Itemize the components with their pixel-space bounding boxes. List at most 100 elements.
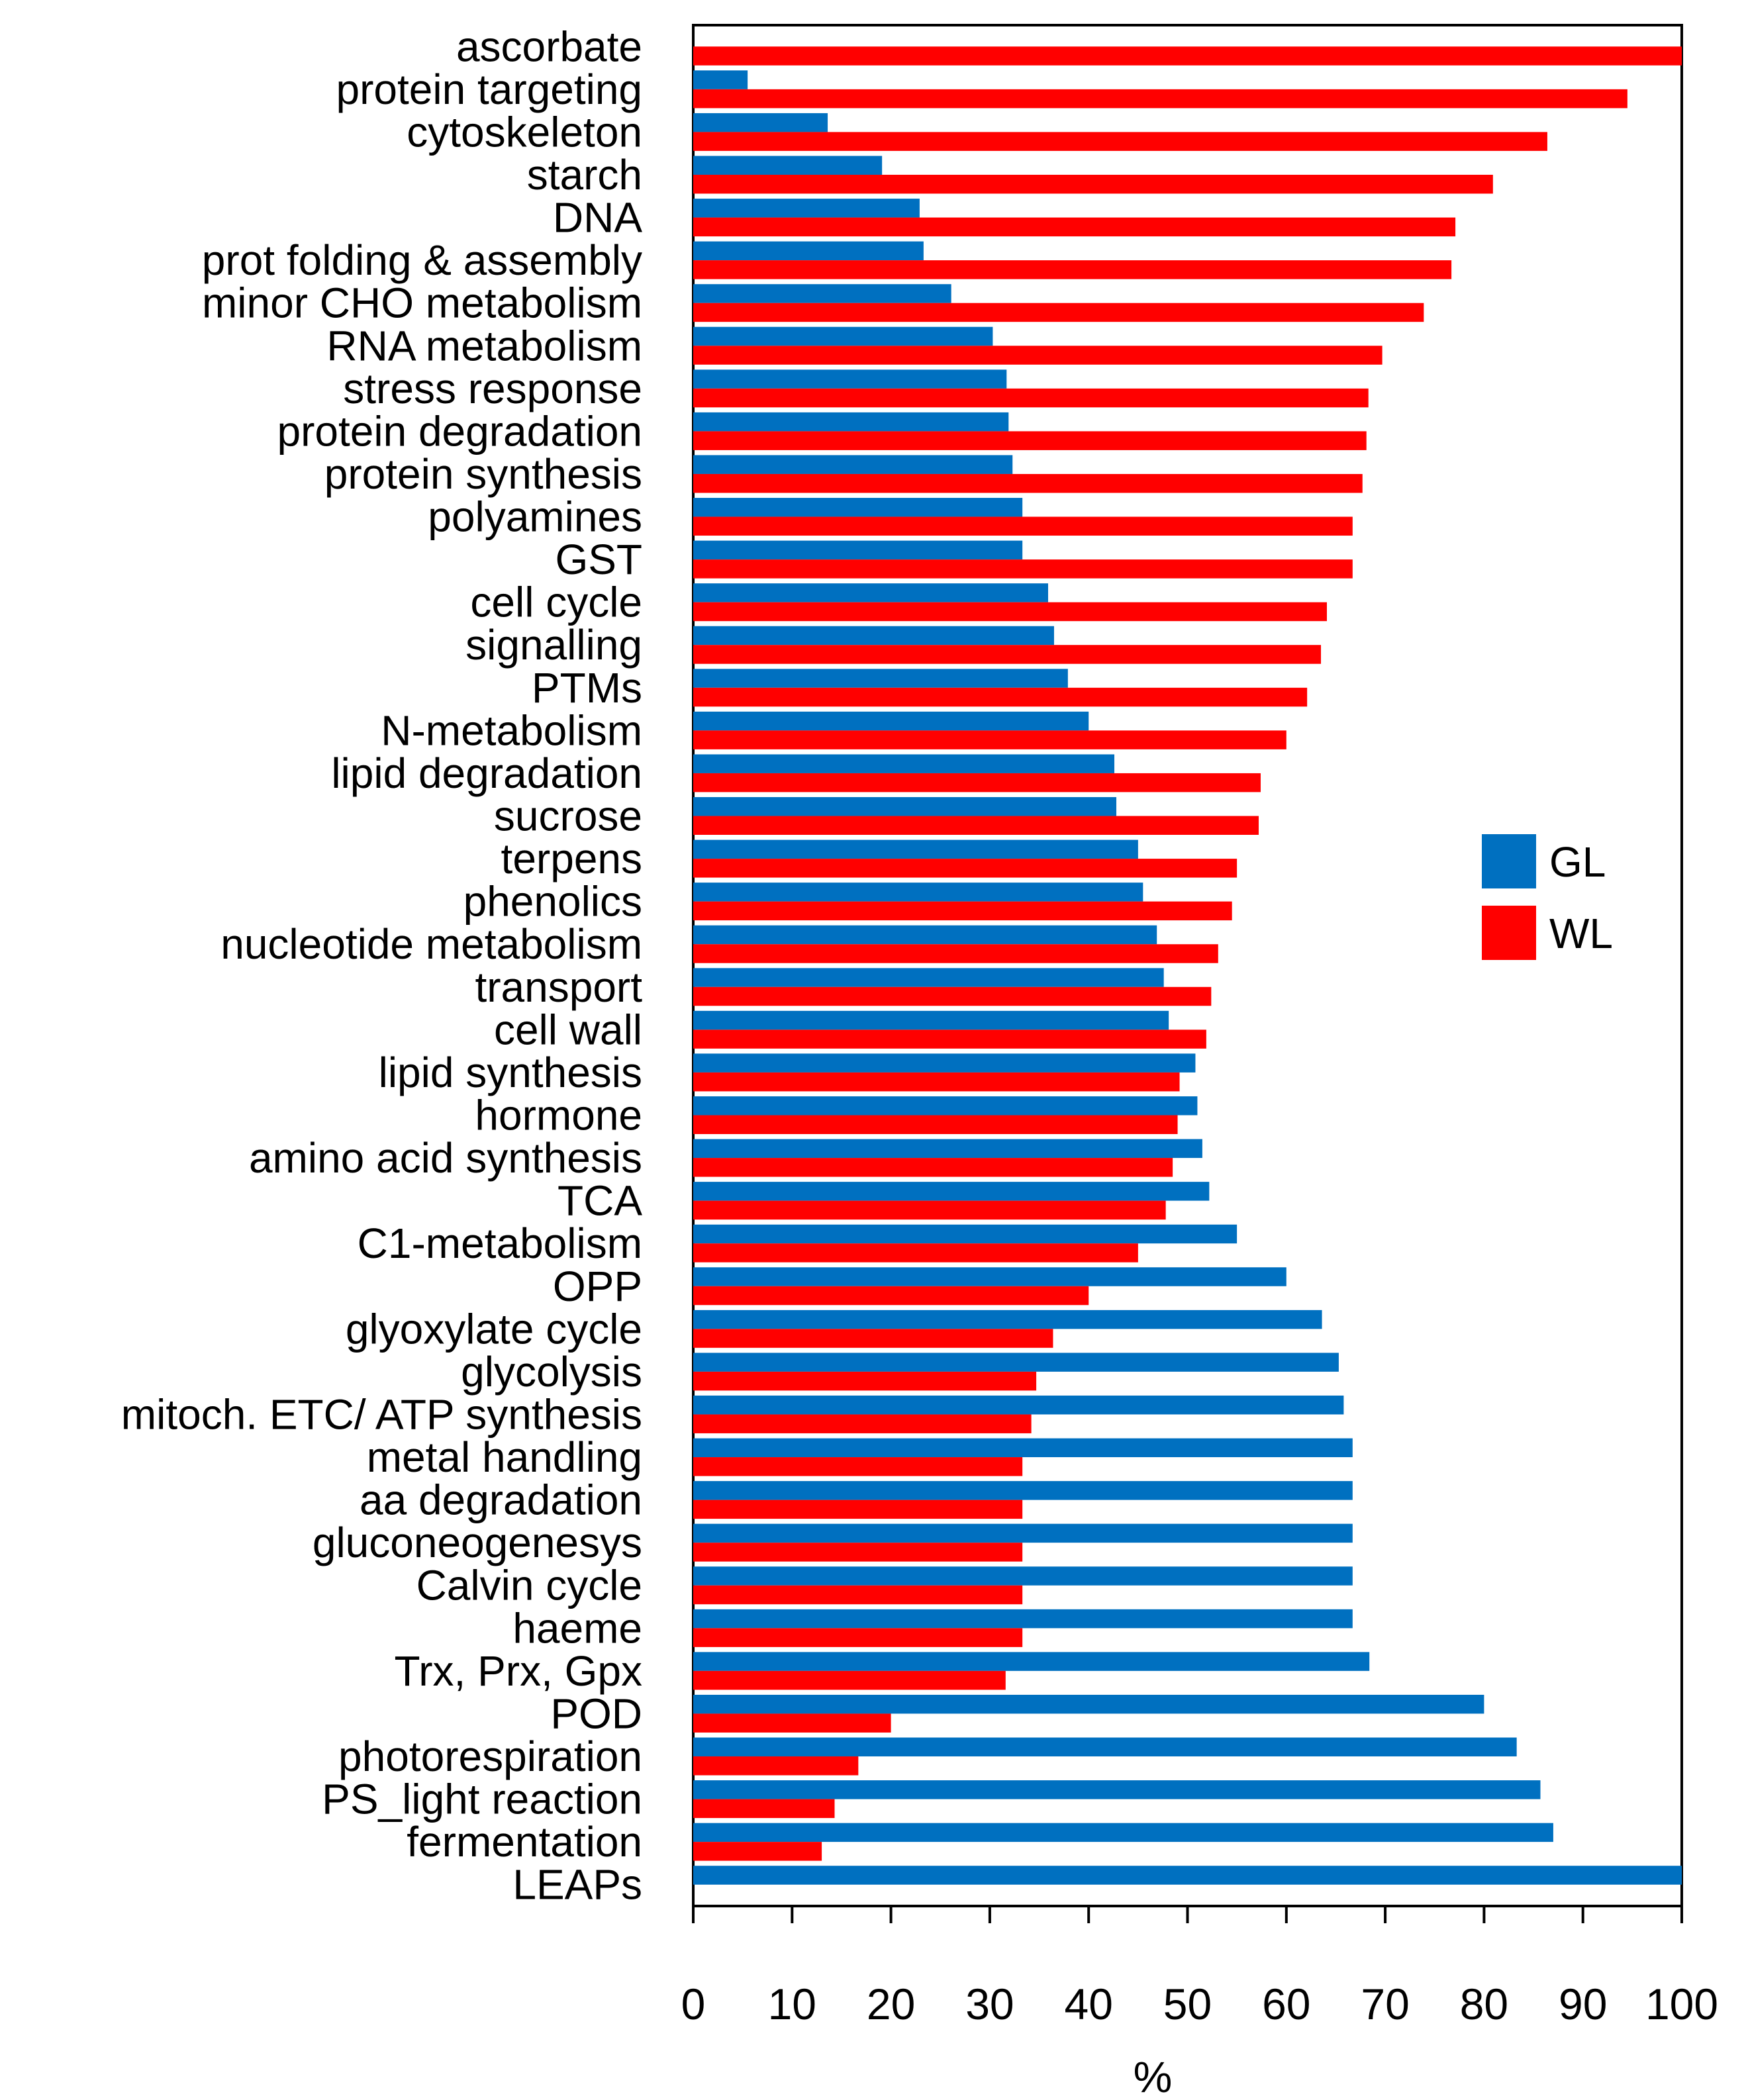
bar-wl — [693, 473, 1363, 493]
x-tick-label: 100 — [1645, 1980, 1718, 2028]
bar-gl — [693, 199, 920, 218]
category-label: RNA metabolism — [326, 322, 642, 369]
category-label: cytoskeleton — [407, 108, 642, 156]
bar-gl — [693, 711, 1089, 731]
category-label: hormone — [475, 1091, 642, 1139]
bar-gl — [693, 1096, 1198, 1116]
bar-gl — [693, 70, 748, 89]
bar-gl — [693, 1267, 1286, 1286]
category-label: cell wall — [494, 1006, 642, 1053]
bar-gl — [693, 1438, 1353, 1458]
category-label: metal handling — [367, 1433, 642, 1481]
bar-gl — [693, 1310, 1322, 1329]
bar-gl — [693, 1780, 1541, 1799]
x-tick-label: 30 — [965, 1980, 1014, 2028]
bar-wl — [693, 303, 1424, 322]
bar-wl — [693, 1457, 1023, 1476]
bar-wl — [693, 816, 1259, 835]
bar-wl — [693, 602, 1328, 622]
bar-wl — [693, 89, 1627, 109]
bar-wl — [693, 1585, 1023, 1605]
bar-wl — [693, 1799, 835, 1819]
category-label: Trx, Prx, Gpx — [394, 1647, 642, 1695]
bar-wl — [693, 46, 1682, 66]
bar-gl — [693, 754, 1115, 773]
category-label: PS_light reaction — [322, 1776, 642, 1823]
bar-gl — [693, 498, 1023, 517]
bar-gl — [693, 1053, 1196, 1073]
bar-wl — [693, 174, 1493, 194]
category-label: prot folding & assembly — [202, 236, 642, 284]
bar-wl — [693, 1371, 1037, 1391]
bar-gl — [693, 1823, 1553, 1842]
bar-gl — [693, 241, 924, 261]
category-label: glyoxylate cycle — [346, 1305, 642, 1353]
category-label: transport — [475, 963, 642, 1011]
bar-gl — [693, 1737, 1517, 1757]
x-tick-label: 80 — [1460, 1980, 1508, 2028]
category-label: protein synthesis — [324, 450, 642, 498]
bar-wl — [693, 1029, 1206, 1049]
legend: GL WL — [1482, 834, 1613, 960]
category-label: starch — [527, 151, 642, 199]
bar-wl — [693, 1286, 1089, 1306]
category-label: lipid synthesis — [379, 1049, 642, 1096]
category-label: DNA — [553, 194, 642, 242]
bar-wl — [693, 944, 1218, 963]
bar-wl — [693, 1243, 1138, 1263]
bar-gl — [693, 1353, 1339, 1372]
bar-gl — [693, 326, 993, 346]
bar-wl — [693, 1670, 1006, 1690]
bar-gl — [693, 1566, 1353, 1586]
bar-wl — [693, 1500, 1023, 1519]
category-label: haeme — [512, 1604, 642, 1652]
category-label: aa degradation — [360, 1476, 642, 1524]
bar-gl — [693, 284, 951, 303]
bar-gl — [693, 1224, 1237, 1244]
category-label: OPP — [553, 1263, 642, 1310]
x-tick-label: 0 — [681, 1980, 706, 2028]
category-label: POD — [550, 1690, 642, 1737]
bar-gl — [693, 412, 1009, 432]
bar-gl — [693, 1395, 1344, 1415]
bar-wl — [693, 1543, 1023, 1562]
bar-wl — [693, 1200, 1166, 1220]
category-label: signalling — [465, 621, 642, 669]
bar-wl — [693, 1756, 859, 1776]
category-label: gluconeogenesys — [313, 1519, 642, 1566]
bar-gl — [693, 113, 828, 132]
category-label: N-metabolism — [381, 706, 642, 754]
x-tick-label: 20 — [867, 1980, 915, 2028]
bar-wl — [693, 859, 1237, 878]
x-tick-label: 90 — [1559, 1980, 1607, 2028]
bars-group — [693, 46, 1682, 1885]
bar-wl — [693, 901, 1232, 921]
bar-gl — [693, 583, 1048, 602]
bar-gl — [693, 839, 1138, 859]
bar-gl — [693, 1481, 1353, 1500]
bar-gl — [693, 1866, 1682, 1885]
bar-gl — [693, 883, 1143, 902]
x-tick-label: 60 — [1262, 1980, 1310, 2028]
bar-wl — [693, 132, 1547, 151]
bar-wl — [693, 431, 1367, 450]
bar-gl — [693, 1652, 1370, 1671]
x-axis: 0 10 20 30 40 50 60 70 80 90 100 — [681, 1906, 1718, 2028]
category-label: sucrose — [494, 792, 642, 840]
category-label: Calvin cycle — [416, 1562, 642, 1609]
category-label: minor CHO metabolism — [202, 279, 642, 327]
category-label: GST — [555, 536, 642, 583]
category-label: ascorbate — [456, 23, 642, 70]
category-label: polyamines — [428, 493, 642, 541]
bar-wl — [693, 1115, 1178, 1134]
x-tick-label: 50 — [1163, 1980, 1212, 2028]
bar-gl — [693, 1182, 1210, 1201]
bar-wl — [693, 1329, 1053, 1348]
category-label: lipid degradation — [331, 749, 642, 797]
bar-wl — [693, 730, 1286, 749]
bar-wl — [693, 773, 1261, 792]
category-label: phenolics — [463, 878, 642, 926]
bar-wl — [693, 559, 1353, 579]
